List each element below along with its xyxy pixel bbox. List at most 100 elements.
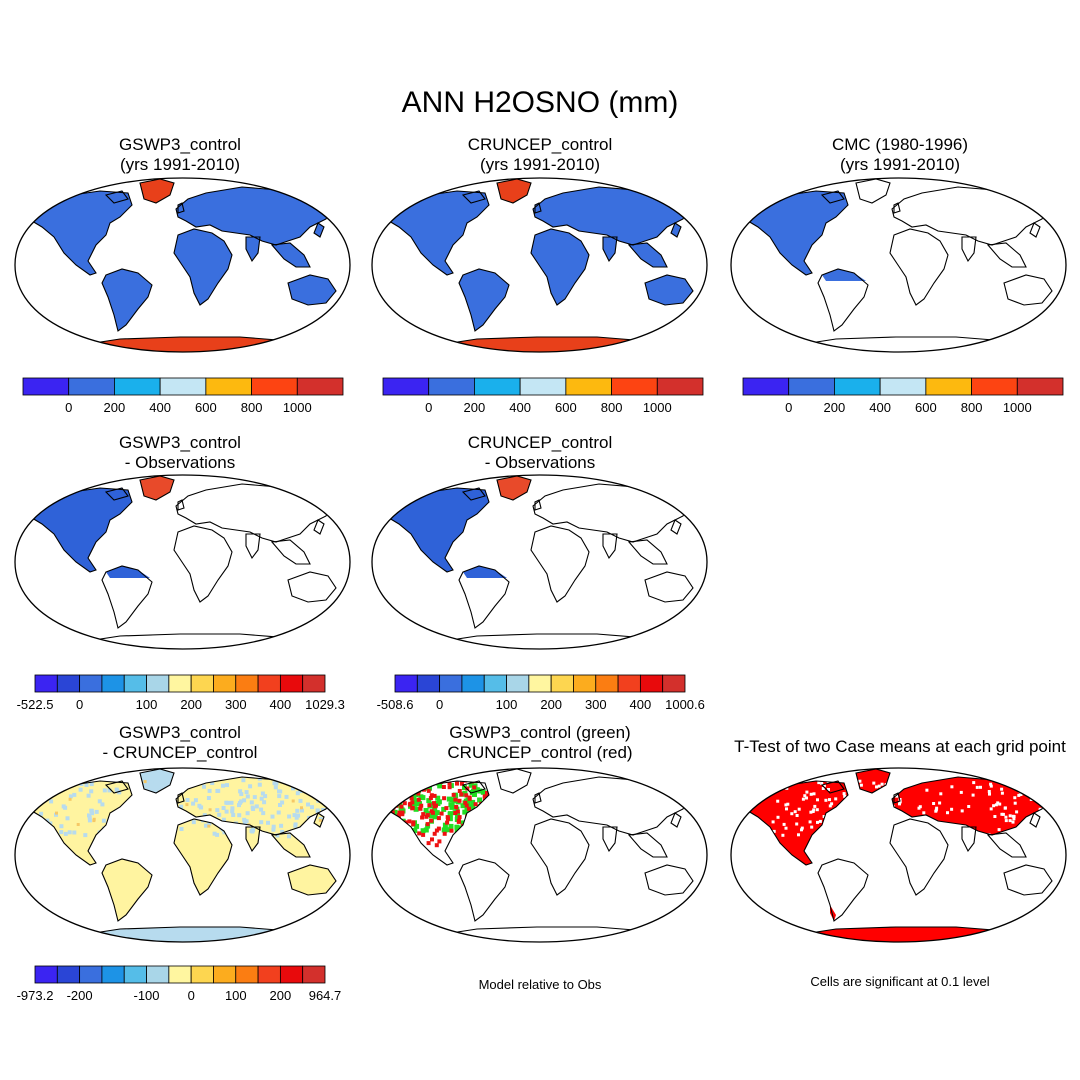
colorbar-tick-label: 200 bbox=[540, 697, 562, 712]
coastline-seasia bbox=[270, 539, 311, 565]
colorbar-swatch bbox=[68, 377, 115, 396]
land-fill-seasia bbox=[272, 833, 310, 857]
panel-title-line1: GSWP3_control bbox=[119, 433, 241, 452]
colorbar-swatch bbox=[474, 377, 521, 396]
coastline-seasia bbox=[986, 242, 1027, 268]
coastline-japan bbox=[1029, 812, 1041, 828]
colorbar-tick-label: 200 bbox=[824, 400, 846, 415]
map-cruncep-minus-obs bbox=[371, 474, 708, 650]
colorbar-cruncep-control: 0 200 400 600 800 1000 bbox=[382, 377, 704, 415]
colorbar-swatch bbox=[656, 377, 704, 396]
colorbar-swatch bbox=[279, 674, 304, 693]
coastline-africa bbox=[530, 818, 590, 896]
colorbar-swatch bbox=[573, 674, 597, 693]
colorbar-swatch bbox=[382, 377, 430, 396]
colorbar-gswp3-minus-cruncep: -973.2 -200 -100 0 100 200 964.7 bbox=[17, 965, 341, 1003]
colorbar-tick-label: 400 bbox=[149, 400, 171, 415]
coastline-africa bbox=[889, 818, 949, 896]
coastline-africa bbox=[530, 228, 590, 306]
coastline-arctic_isl bbox=[461, 190, 486, 204]
map-gswp3-control bbox=[14, 177, 351, 353]
land-fill-japan bbox=[671, 223, 681, 237]
colorbar-tick-label: 0 bbox=[785, 400, 792, 415]
coastline-india bbox=[602, 533, 618, 560]
panel-title-line2: - Observations bbox=[124, 453, 236, 472]
coastline-arctic_isl bbox=[461, 487, 486, 501]
colorbar-swatch bbox=[439, 674, 463, 693]
colorbar-swatch bbox=[611, 377, 658, 396]
colorbar-swatch bbox=[528, 674, 552, 693]
coastline-sa bbox=[101, 565, 153, 629]
panel-title-cruncep: CRUNCEP_control (yrs 1991-2010) bbox=[390, 135, 690, 175]
coastline-aus bbox=[644, 274, 694, 306]
colorbar-swatch bbox=[190, 674, 214, 693]
colorbar-tick-label: 800 bbox=[241, 400, 263, 415]
coastline-arctic_isl bbox=[104, 190, 129, 204]
coastline-africa bbox=[173, 525, 233, 603]
coastline-india bbox=[245, 826, 261, 853]
coastline-uk bbox=[177, 792, 185, 804]
map-border bbox=[371, 767, 708, 943]
colorbar-swatch bbox=[788, 377, 835, 396]
coastline-sa bbox=[458, 565, 510, 629]
coastline-arctic_isl bbox=[820, 780, 845, 794]
colorbar-swatch bbox=[483, 674, 507, 693]
colorbar-swatch bbox=[428, 377, 475, 396]
colorbar-swatch bbox=[79, 965, 103, 984]
colorbar-swatch bbox=[506, 674, 530, 693]
colorbar-swatch bbox=[146, 674, 170, 693]
coastline-japan bbox=[313, 519, 325, 535]
coastline-japan bbox=[313, 222, 325, 238]
coastline-japan bbox=[1029, 222, 1041, 238]
colorbar-swatch bbox=[79, 674, 103, 693]
land-fill-sa-north bbox=[106, 566, 150, 578]
colorbar-swatch bbox=[235, 674, 259, 693]
coastline-eur bbox=[175, 776, 333, 836]
colorbar-swatch bbox=[461, 674, 485, 693]
colorbar-tick-label: -973.2 bbox=[17, 988, 54, 1003]
coastline-uk bbox=[534, 499, 542, 511]
colorbar-tick-label: 1000 bbox=[1003, 400, 1032, 415]
coastline-india bbox=[245, 236, 261, 263]
colorbar-tick-label: 400 bbox=[630, 697, 652, 712]
coastline-africa bbox=[530, 525, 590, 603]
panel-title-gswp3-minus-cruncep: GSWP3_control - CRUNCEP_control bbox=[30, 723, 330, 763]
colorbar-tick-label: 0 bbox=[76, 697, 83, 712]
coastline-eur bbox=[891, 776, 1049, 836]
coastline-japan bbox=[670, 222, 682, 238]
colorbar-swatch bbox=[257, 965, 281, 984]
coastline-sa bbox=[817, 268, 869, 332]
colorbar-swatch bbox=[879, 377, 927, 396]
colorbar-swatch bbox=[213, 674, 237, 693]
coastline-eur bbox=[532, 776, 690, 836]
coastline-sa bbox=[817, 858, 869, 922]
coastline-sa bbox=[101, 268, 153, 332]
coastline-aus bbox=[644, 864, 694, 896]
colorbar-swatch bbox=[56, 965, 81, 984]
colorbar-tick-label: 300 bbox=[225, 697, 247, 712]
panel-title-line1: GSWP3_control bbox=[119, 723, 241, 742]
coastline-aus bbox=[287, 864, 337, 896]
map-border bbox=[14, 177, 351, 353]
colorbar-tick-label: 200 bbox=[180, 697, 202, 712]
panel-title-ttest: T-Test of two Case means at each grid po… bbox=[720, 737, 1080, 757]
panel-title-gswp3-minus-obs: GSWP3_control - Observations bbox=[30, 433, 330, 473]
colorbar-gswp3-minus-obs: -522.5 0 100 200 300 400 1029.3 bbox=[17, 674, 345, 712]
colorbar-cmc: 0 200 400 600 800 1000 bbox=[742, 377, 1064, 415]
colorbar-swatch bbox=[834, 377, 881, 396]
coastline-arctic_isl bbox=[461, 780, 486, 794]
colorbar-swatch bbox=[123, 674, 147, 693]
colorbar-swatch bbox=[1016, 377, 1064, 396]
colorbar-swatch bbox=[205, 377, 252, 396]
colorbar-tick-label: 1000 bbox=[283, 400, 312, 415]
coastline-sa bbox=[458, 858, 510, 922]
colorbar-tick-label: -508.6 bbox=[377, 697, 414, 712]
colorbar-swatch bbox=[190, 965, 214, 984]
land-fill-africa bbox=[174, 229, 232, 305]
colorbar-swatch bbox=[34, 965, 58, 984]
coastline-eur bbox=[532, 186, 690, 246]
coastline-uk bbox=[893, 792, 901, 804]
colorbar-tick-label: 400 bbox=[270, 697, 292, 712]
colorbar-swatch bbox=[279, 965, 304, 984]
panel-title-line1: CRUNCEP_control bbox=[467, 433, 613, 452]
